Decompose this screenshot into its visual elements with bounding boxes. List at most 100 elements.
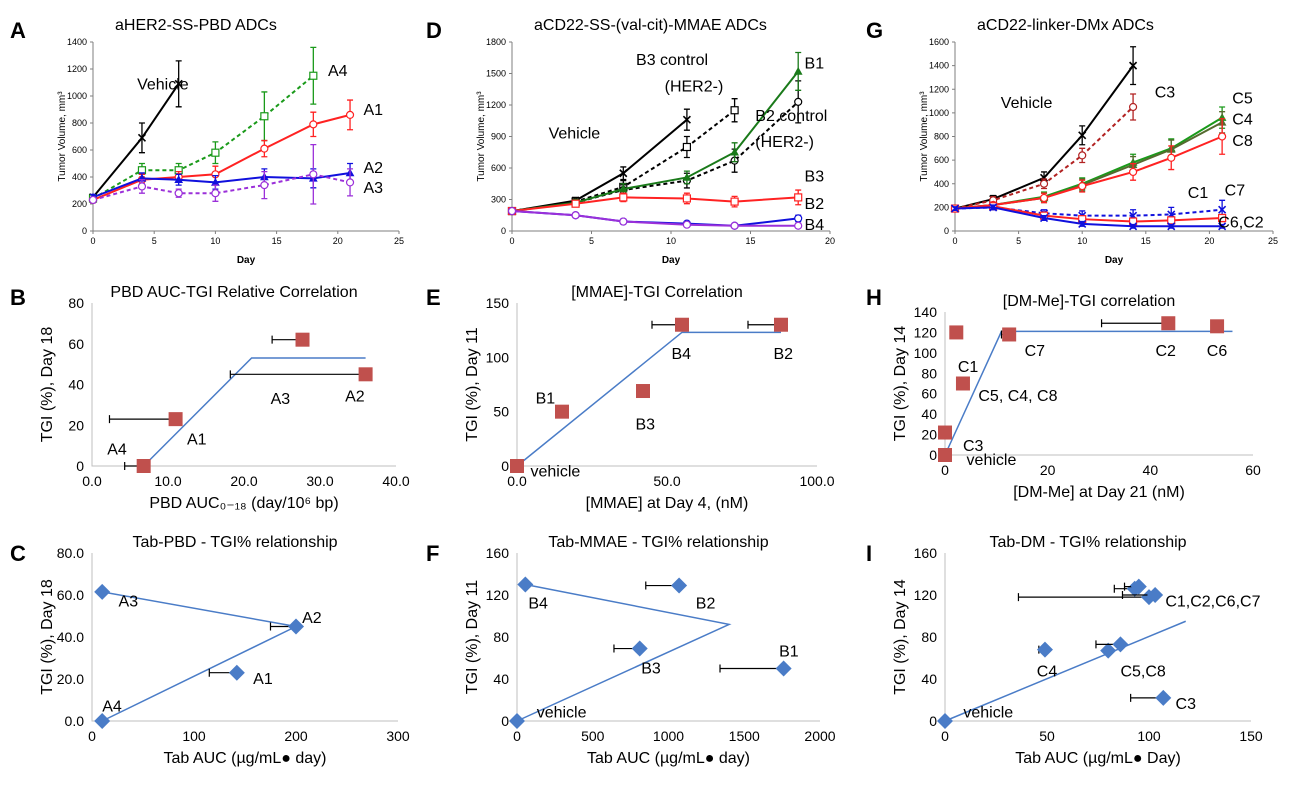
chart-i-xtick-label: 150 [1239,728,1263,744]
chart-a-xtick-label: 15 [272,236,282,246]
chart-h-point-label: vehicle [967,452,1017,469]
chart-f-data-point [631,640,648,657]
chart-g-data-point [1078,219,1087,228]
chart-g-data-point [950,204,960,213]
chart-b-ytick-label: 20 [68,417,84,433]
chart-a-data-point [309,120,318,129]
chart-f-xtick-label: 1500 [729,728,760,744]
chart-d-ytick-label: 600 [491,163,506,173]
chart-g-ytick-label: 200 [934,202,949,212]
chart-i-xtick-label: 50 [1039,728,1055,744]
chart-b-point-group: A2 [229,367,373,406]
chart-c-ytick-label: 20.0 [57,671,84,687]
chart-e-data-point [510,459,524,473]
chart-h-point-label: C5, C4, C8 [978,388,1057,405]
chart-h-data-point [1161,316,1176,331]
chart-a-xtick-label: 5 [152,236,157,246]
chart-g-data-point [1167,222,1176,231]
chart-i-data-point [1036,641,1053,658]
chart-h-point-label: C3 [963,438,984,455]
chart-e-ytick-label: 0 [501,458,509,474]
chart-b-xtick-label: 0.0 [82,473,102,489]
chart-h-xtick-label: 60 [1245,462,1261,478]
chart-g-data-point [1128,167,1138,177]
chart-e-point-group: vehicle [510,459,580,480]
chart-d-data-point [619,217,628,226]
chart-g-data-point [1128,102,1138,112]
chart-a-data-point [260,112,269,121]
chart-a-data-point [260,144,269,153]
chart-g-data-point [1218,205,1227,214]
chart-g-title: aCD22-linker-DMx ADCs [977,17,1154,34]
chart-g-data-point [1039,193,1049,203]
chart-g-series-label: C5 [1232,90,1253,107]
chart-d-series-label: B3 control [636,52,708,69]
chart-a-ytick-label: 800 [72,118,87,128]
chart-f-xtick-label: 0 [513,728,521,744]
chart-e-data-point [636,384,650,399]
chart-h-ytick-label: 120 [914,324,938,340]
chart-c-title: Tab-PBD - TGI% relationship [132,534,337,551]
chart-a-data-point [211,189,220,198]
chart-a-series-line [92,74,314,200]
chart-b-data-point [295,332,310,347]
chart-a-series-label: A1 [364,102,384,119]
chart-h-point-group: C2 [1100,316,1176,360]
chart-h-point-group: C1 [949,325,978,376]
chart-b-error-bar [229,370,366,379]
chart-g-data-point [1078,182,1087,191]
chart-c-point-group: A3 [94,583,138,610]
chart-d-data-point [793,66,803,75]
chart-h-title: [DM-Me]-TGI correlation [1003,293,1175,310]
chart-e-point-label: B1 [536,391,556,408]
chart-i-data-point [1112,636,1129,653]
chart-a-ytick-label: 1400 [67,37,87,47]
chart-g-ylabel: Tumor Volume, mm³ [919,91,930,182]
chart-h-ytick-label: 80 [921,365,937,381]
chart-g-data-point [1078,131,1087,140]
chart-a-ytick-label: 0 [82,226,87,236]
chart-i-point-group [1123,578,1147,595]
chart-h-point-label: C6 [1207,343,1228,360]
chart-g-xtick-label: 15 [1141,236,1151,246]
chart-f-point-label: B1 [779,644,799,661]
chart-a-ytick-label: 1200 [67,64,87,74]
chart-d-xtick-label: 20 [825,236,835,246]
chart-i: Tab-DM - TGI% relationship 0 50 100 150 0 40 80… [892,534,1263,767]
chart-h-xtick-label: 20 [1040,462,1056,478]
chart-f-point-label: B4 [528,595,548,612]
chart-g-data-point [1218,132,1227,141]
chart-h-error-bar [1100,319,1169,328]
chart-e-point-group: B3 [636,384,655,434]
chart-g-series-label: C8 [1232,133,1253,150]
chart-g-series [950,203,1227,231]
chart-e-data-point [675,317,689,332]
chart-b-point-label: A3 [271,391,291,408]
chart-f-point-group: B3 [613,640,661,678]
chart-f-xtick-label: 2000 [804,728,835,744]
chart-h-point-label: C7 [1025,343,1046,360]
chart-g-data-point [1167,153,1176,162]
chart-e-axes [516,303,817,467]
chart-c-point-label: A2 [302,610,322,627]
chart-d-series-label: Vehicle [549,126,601,143]
chart-g-xlabel: Day [1105,255,1124,266]
chart-c-fit-line [101,591,299,722]
chart-f-data-point [509,713,525,729]
chart-d-ytick-label: 1800 [486,37,506,47]
chart-a-data-point [137,133,147,142]
chart-i-data-point [1147,587,1164,603]
chart-i-ylabel: TGI (%), Day 14 [892,579,909,695]
chart-a-data-point [260,181,269,190]
chart-c-point-group: A1 [208,664,273,688]
chart-h-point-group: C7 [1000,327,1046,360]
panel-letter-g: G [866,18,883,43]
chart-g-xtick-label: 25 [1268,236,1278,246]
chart-b-xlabel: PBD AUC₀₋₁₈ (day/10⁶ bp) [149,495,338,512]
chart-b-point-label: A2 [345,389,365,406]
chart-e-point-label: B4 [672,346,692,363]
chart-f-data-point [671,577,688,594]
chart-b-data-point [358,367,373,382]
panel-letter-b: B [10,285,26,310]
